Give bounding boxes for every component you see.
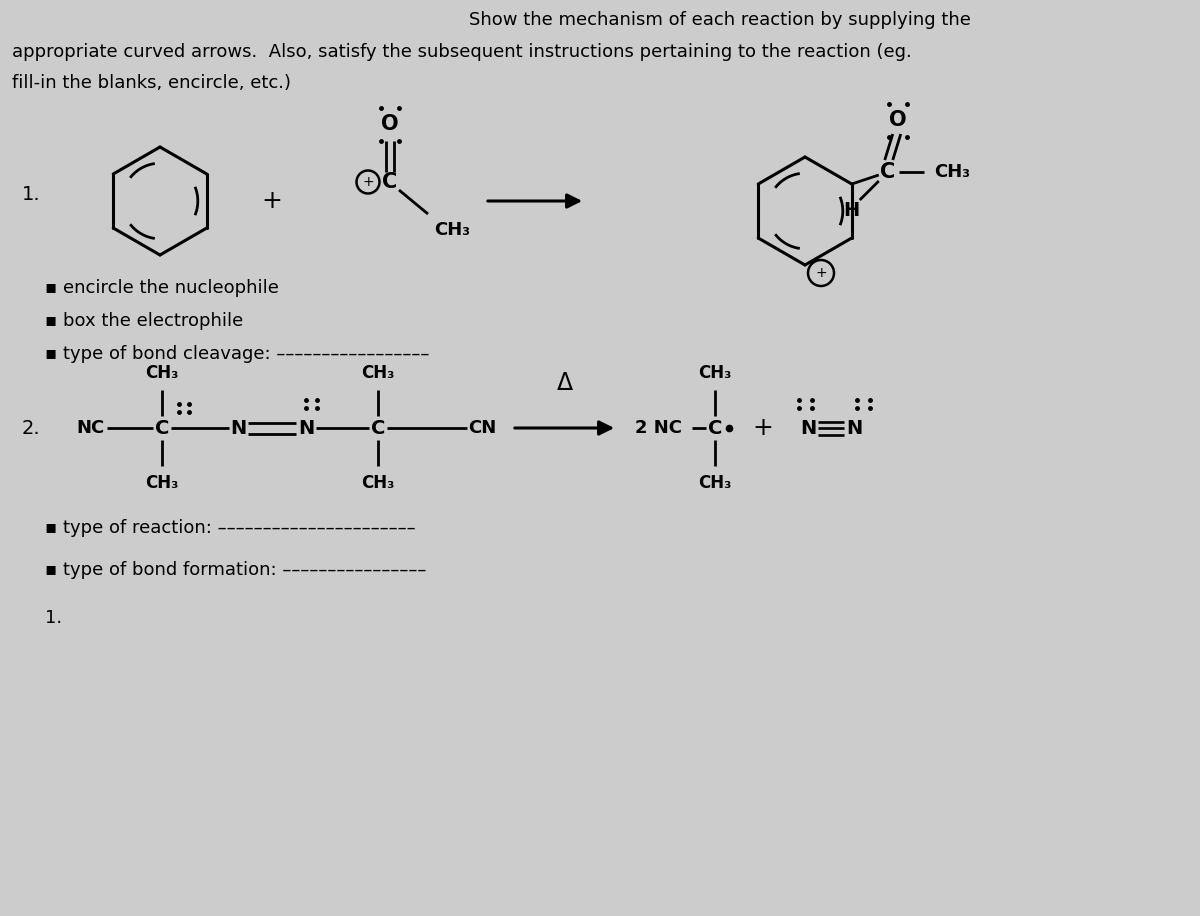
Text: 2.: 2. [22, 419, 41, 438]
Text: CH₃: CH₃ [434, 221, 470, 239]
Text: CH₃: CH₃ [145, 364, 179, 382]
Text: C: C [708, 419, 722, 438]
Text: ▪ type of reaction: ––––––––––––––––––––––: ▪ type of reaction: ––––––––––––––––––––… [46, 519, 415, 537]
Text: appropriate curved arrows.  Also, satisfy the subsequent instructions pertaining: appropriate curved arrows. Also, satisfy… [12, 43, 912, 61]
Text: N: N [298, 419, 314, 438]
Text: 2 NC: 2 NC [635, 419, 682, 437]
Text: +: + [752, 416, 774, 440]
Text: CH₃: CH₃ [698, 364, 732, 382]
Text: Show the mechanism of each reaction by supplying the: Show the mechanism of each reaction by s… [469, 11, 971, 29]
Text: +: + [362, 175, 374, 189]
Text: CH₃: CH₃ [698, 474, 732, 492]
Text: fill-in the blanks, encircle, etc.): fill-in the blanks, encircle, etc.) [12, 74, 292, 92]
Text: O: O [889, 110, 906, 130]
Text: +: + [815, 266, 827, 280]
Text: C: C [155, 419, 169, 438]
Text: ▪ type of bond formation: ––––––––––––––––: ▪ type of bond formation: ––––––––––––––… [46, 561, 426, 579]
Text: N: N [846, 419, 862, 438]
Text: H: H [844, 201, 860, 220]
Text: C: C [371, 419, 385, 438]
Text: CH₃: CH₃ [361, 474, 395, 492]
Text: CH₃: CH₃ [145, 474, 179, 492]
Text: ▪ box the electrophile: ▪ box the electrophile [46, 312, 244, 330]
Text: N: N [800, 419, 816, 438]
Text: C: C [880, 162, 895, 182]
Text: 1.: 1. [22, 184, 41, 203]
Text: CH₃: CH₃ [361, 364, 395, 382]
Text: Δ: Δ [557, 371, 572, 395]
Text: C: C [383, 172, 397, 192]
Text: CH₃: CH₃ [934, 163, 970, 181]
Text: O: O [382, 114, 398, 134]
Text: ▪ type of bond cleavage: –––––––––––––––––: ▪ type of bond cleavage: –––––––––––––––… [46, 345, 430, 363]
Text: ▪ encircle the nucleophile: ▪ encircle the nucleophile [46, 279, 278, 297]
Text: +: + [262, 189, 282, 213]
Text: 1.: 1. [46, 609, 62, 627]
Text: NC: NC [76, 419, 104, 437]
Text: N: N [230, 419, 246, 438]
Text: CN: CN [468, 419, 496, 437]
